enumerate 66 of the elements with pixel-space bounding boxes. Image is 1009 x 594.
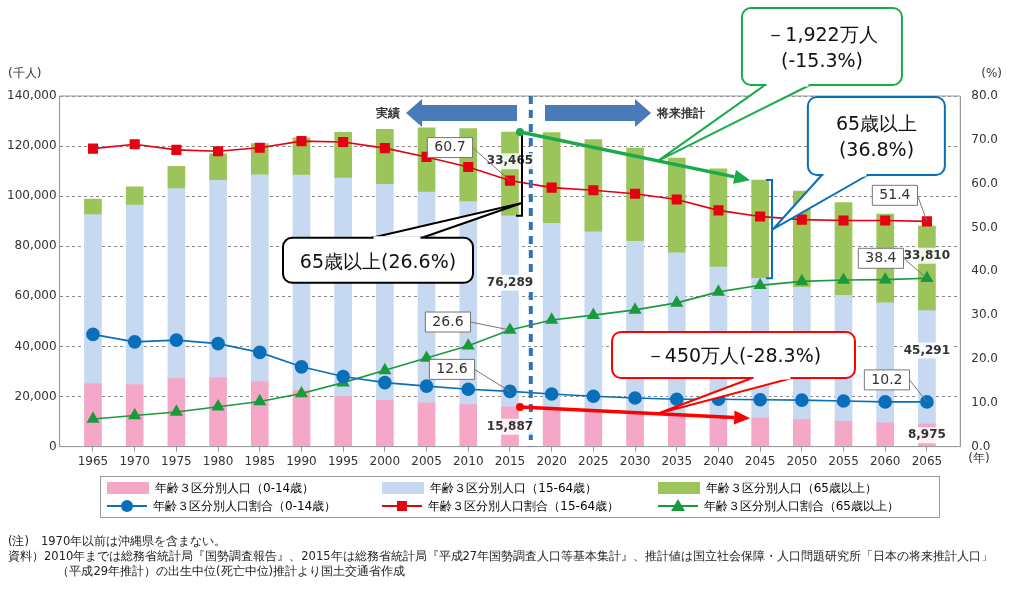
data-label: 10.2 xyxy=(871,370,903,387)
legend-label: 年齢３区分別人口割合（65歳以上） xyxy=(703,497,899,515)
x-tick-label: 2010 xyxy=(452,453,484,468)
y-tick-label: 60,000 xyxy=(14,288,57,303)
data-label: 45,291 xyxy=(903,342,951,357)
x-tick-label: 2045 xyxy=(744,453,776,468)
legend-label: 年齢３区分別人口（0-14歳） xyxy=(155,479,315,497)
y2-tick-label: 10.0 xyxy=(971,394,998,409)
x-tick-label: 2030 xyxy=(619,453,651,468)
data-label: 51.4 xyxy=(879,185,911,202)
y-tick-label: 100,000 xyxy=(7,188,57,203)
x-tick-label: 2020 xyxy=(536,453,567,468)
x-tick-label: 1985 xyxy=(244,453,276,468)
x-tick-label: 2065 xyxy=(911,453,943,468)
data-label: 15,887 xyxy=(486,418,534,433)
data-label: 60.7 xyxy=(434,138,466,155)
y2-tick-label: 60.0 xyxy=(971,175,998,190)
data-label: 76,289 xyxy=(486,274,534,289)
x-tick-label: 1990 xyxy=(286,453,317,468)
text: －1,922万人 (-15.3%) xyxy=(742,8,902,85)
text: (注) 1970年以前は沖縄県を含まない。 xyxy=(8,534,228,549)
y2-axis-title: (%) xyxy=(981,66,1002,81)
x-tick-label: 1995 xyxy=(327,453,359,468)
x-tick-label: 2035 xyxy=(661,453,693,468)
y-tick-label: 40,000 xyxy=(14,338,57,353)
y-tick-label: 20,000 xyxy=(14,388,57,403)
data-label: 8,975 xyxy=(907,427,946,442)
y2-tick-label: 80.0 xyxy=(971,88,998,103)
y2-tick-label: 40.0 xyxy=(971,263,998,278)
x-axis-title: (年) xyxy=(968,450,990,465)
x-tick-label: 2015 xyxy=(494,453,526,468)
data-label: 33,810 xyxy=(903,247,951,262)
x-tick-label: 1965 xyxy=(77,453,109,468)
x-tick-label: 2050 xyxy=(786,453,818,468)
text: 資料）2010年までは総務省統計局『国勢調査報告』、2015年は総務省統計局『平成27年国勢調査人口等基本集計』、推計値は国立社会保障・人口問題研究所「日本の将来推計人口」（平成29年推計）の出生中位(死亡中位)推計より国土交通省作成 xyxy=(8,549,995,579)
annotation: 65歳以上(26.6%) xyxy=(283,238,473,283)
y2-tick-label: 70.0 xyxy=(971,131,998,146)
x-tick-label: 1980 xyxy=(202,453,234,468)
data-label: 38.4 xyxy=(865,248,897,265)
x-tick-label: 2000 xyxy=(369,453,401,468)
y-tick-label: 80,000 xyxy=(14,238,57,253)
x-tick-label: 2060 xyxy=(869,453,901,468)
y-tick-label: 140,000 xyxy=(7,88,57,103)
annotation: 将来推計 xyxy=(656,105,705,122)
y-tick-label: 120,000 xyxy=(7,138,57,153)
x-tick-label: 1975 xyxy=(161,453,192,468)
annotation: 実績 xyxy=(375,105,400,122)
x-tick-label: 2025 xyxy=(578,453,609,468)
legend-label: 年齢３区分別人口（15-64歳） xyxy=(430,479,598,497)
y-axis-title: (千人) xyxy=(8,66,42,81)
x-tick-label: 2040 xyxy=(703,453,734,468)
annotation: 65歳以上 (36.8%) xyxy=(808,97,945,175)
y-tick-label: 0 xyxy=(48,438,57,453)
data-label: 12.6 xyxy=(436,360,468,377)
y2-tick-label: 50.0 xyxy=(971,219,998,234)
x-tick-label: 2055 xyxy=(828,453,859,468)
y2-tick-label: 20.0 xyxy=(971,351,998,366)
y2-tick-label: 30.0 xyxy=(971,307,998,322)
y2-tick-label: 0.0 xyxy=(971,438,991,453)
data-label: 26.6 xyxy=(432,312,464,329)
annotation: －450万人(-28.3%) xyxy=(612,332,855,378)
legend-label: 年齢３区分別人口割合（0-14歳） xyxy=(153,497,337,515)
x-tick-label: 1970 xyxy=(119,453,150,468)
legend-label: 年齢３区分別人口（65歳以上） xyxy=(705,479,877,497)
x-tick-label: 2005 xyxy=(411,453,442,468)
legend-label: 年齢３区分別人口割合（15-64歳） xyxy=(428,497,620,515)
